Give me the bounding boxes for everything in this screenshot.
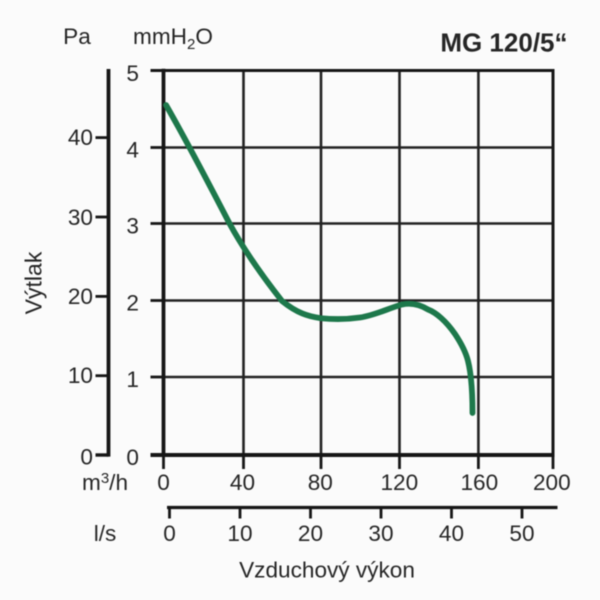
svg-text:0: 0: [163, 521, 176, 546]
svg-text:2: 2: [126, 291, 139, 316]
svg-text:200: 200: [533, 470, 571, 495]
svg-text:40: 40: [68, 125, 93, 150]
svg-text:mmH2O: mmH2O: [133, 24, 213, 53]
svg-text:Výtlak: Výtlak: [21, 251, 47, 314]
svg-text:10: 10: [227, 521, 252, 546]
svg-text:80: 80: [308, 470, 333, 495]
svg-text:Pa: Pa: [63, 24, 91, 49]
svg-text:40: 40: [439, 521, 464, 546]
svg-text:5: 5: [126, 61, 139, 86]
svg-text:l/s: l/s: [94, 521, 117, 546]
svg-text:Vzduchový výkon: Vzduchový výkon: [239, 558, 415, 583]
svg-text:0: 0: [80, 444, 93, 469]
svg-text:1: 1: [126, 367, 139, 392]
svg-text:20: 20: [298, 521, 323, 546]
svg-text:0: 0: [126, 445, 139, 470]
svg-text:50: 50: [509, 521, 534, 546]
svg-text:0: 0: [157, 470, 170, 495]
svg-text:MG 120/5“: MG 120/5“: [440, 28, 567, 58]
svg-text:120: 120: [380, 470, 418, 495]
svg-text:3: 3: [126, 214, 139, 239]
svg-text:m3/h: m3/h: [82, 470, 128, 495]
svg-text:20: 20: [68, 284, 93, 309]
svg-text:30: 30: [68, 205, 93, 230]
svg-text:160: 160: [460, 470, 498, 495]
svg-text:10: 10: [68, 363, 93, 388]
svg-text:40: 40: [230, 470, 255, 495]
svg-text:30: 30: [368, 521, 393, 546]
svg-text:4: 4: [126, 138, 139, 163]
